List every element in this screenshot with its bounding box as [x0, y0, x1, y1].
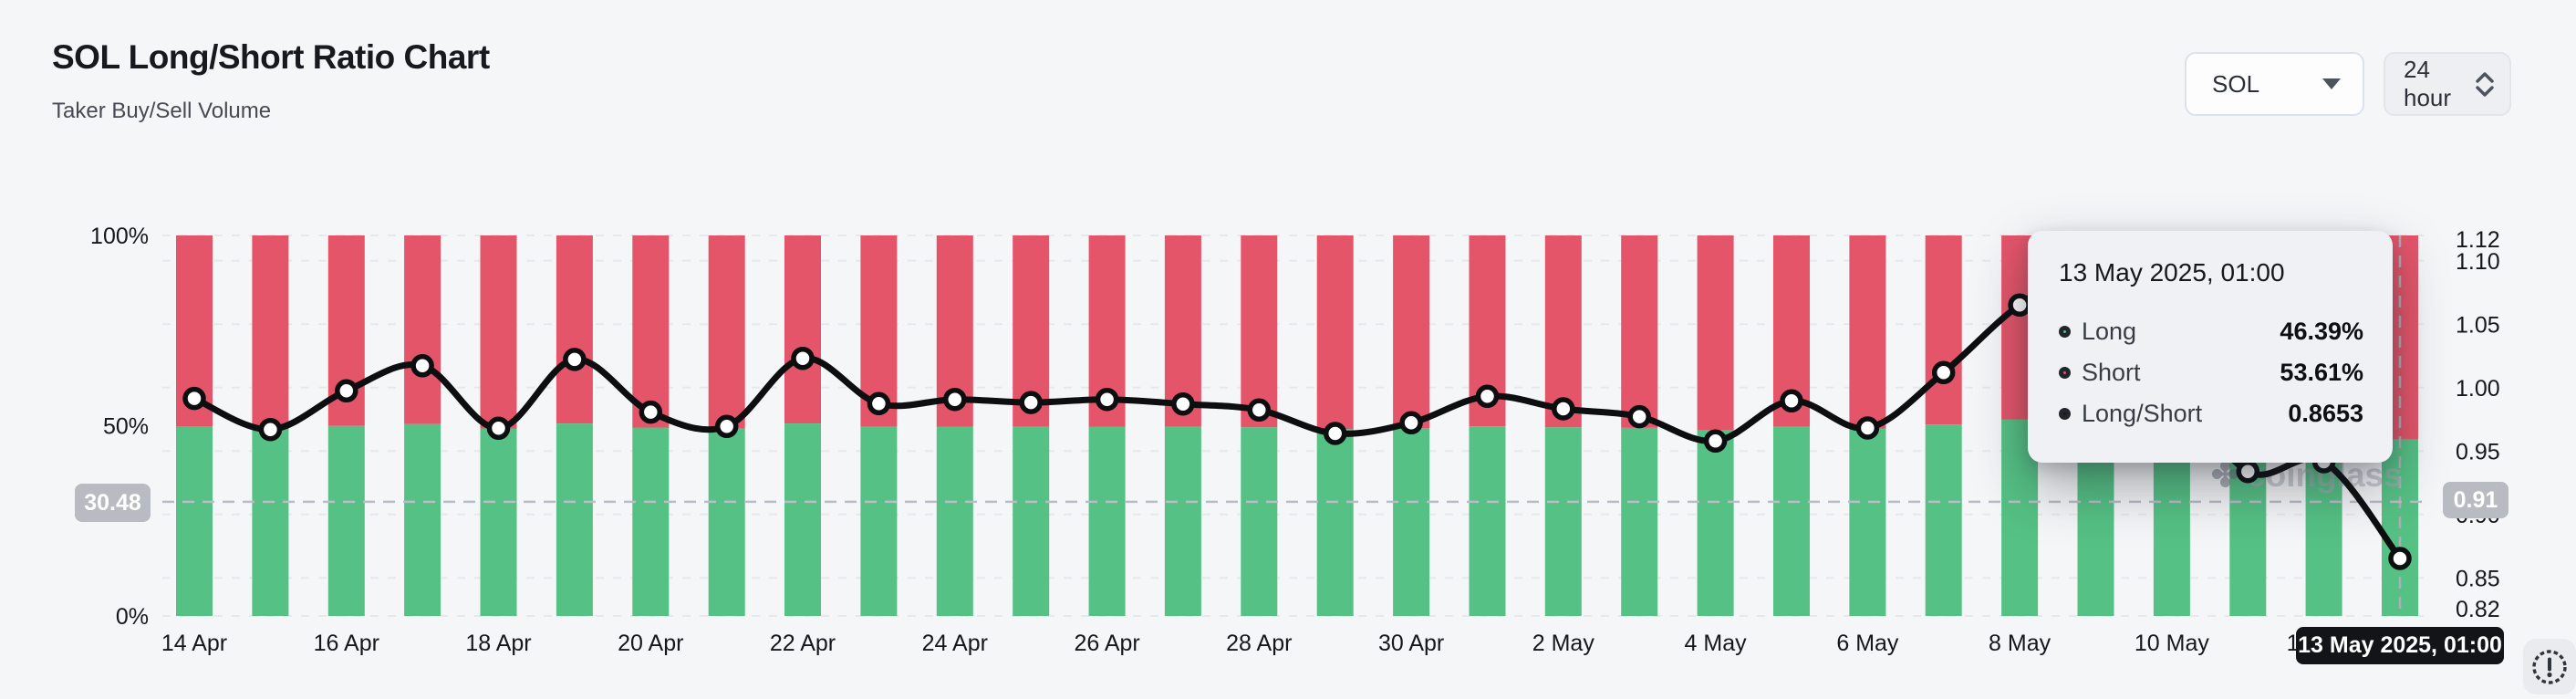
svg-text:0.85: 0.85: [2456, 566, 2500, 591]
svg-text:100%: 100%: [90, 224, 149, 249]
tooltip-ratio-value: 0.8653: [2288, 400, 2363, 427]
caret-down-icon: [2322, 78, 2341, 89]
svg-text:16 Apr: 16 Apr: [314, 631, 379, 656]
right-axis-crosshair-badge: 0.91: [2443, 482, 2508, 518]
tooltip-short-value: 53.61%: [2280, 359, 2363, 386]
svg-text:1.10: 1.10: [2456, 249, 2500, 275]
svg-text:26 Apr: 26 Apr: [1074, 631, 1139, 656]
symbol-select[interactable]: SOL: [2185, 52, 2364, 116]
tooltip-short-label: Short: [2082, 359, 2141, 386]
ratio-points: [182, 256, 2412, 570]
tooltip-row-long: Long 46.39%: [2059, 311, 2363, 352]
tooltip-date: 13 May 2025, 01:00: [2059, 258, 2285, 287]
interval-select[interactable]: 24 hour: [2384, 52, 2511, 116]
svg-text:6 May: 6 May: [1836, 631, 1899, 656]
left-axis-labels: 0% 50% 100%: [90, 224, 149, 630]
chart-tooltip: 13 May 2025, 01:00 Long 46.39% Short 53.…: [2028, 231, 2393, 463]
svg-text:0%: 0%: [116, 604, 149, 630]
tooltip-ratio-label: Long/Short: [2082, 400, 2203, 427]
svg-text:20 Apr: 20 Apr: [618, 631, 683, 656]
alert-badge-button[interactable]: [2523, 639, 2576, 694]
crosshair-date-label: 13 May 2025, 01:00: [2296, 627, 2504, 664]
page-subtitle: Taker Buy/Sell Volume: [52, 99, 272, 123]
svg-text:4 May: 4 May: [1685, 631, 1748, 656]
svg-text:1.12: 1.12: [2456, 227, 2500, 253]
tooltip-long-label: Long: [2082, 318, 2137, 345]
svg-text:1.05: 1.05: [2456, 312, 2500, 338]
svg-text:0.95: 0.95: [2456, 439, 2500, 464]
symbol-select-value: SOL: [2212, 69, 2260, 98]
tooltip-row-ratio: Long/Short 0.8653: [2059, 393, 2363, 434]
x-axis-labels: 14 Apr 16 Apr 18 Apr 20 Apr 22 Apr 24 Apr 26 A…: [161, 631, 2362, 656]
svg-text:2 May: 2 May: [1532, 631, 1595, 656]
svg-text:0.82: 0.82: [2456, 597, 2500, 622]
left-axis-crosshair-badge: 30.48: [75, 484, 151, 522]
svg-text:10 May: 10 May: [2135, 631, 2209, 656]
grid-layer: [162, 235, 2425, 617]
crosshair-lines: [162, 235, 2425, 616]
ratio-marker-icon: [2059, 408, 2071, 420]
chevron-up-down-icon: [2475, 71, 2495, 97]
svg-text:1.00: 1.00: [2456, 376, 2500, 402]
long-marker-icon: [2059, 326, 2071, 338]
tooltip-long-value: 46.39%: [2280, 318, 2363, 345]
svg-text:14 Apr: 14 Apr: [161, 631, 227, 656]
svg-text:8 May: 8 May: [1989, 631, 2051, 656]
bars-layer: [176, 235, 2418, 616]
svg-text:22 Apr: 22 Apr: [770, 631, 836, 656]
svg-text:28 Apr: 28 Apr: [1226, 631, 1292, 656]
interval-select-value: 24 hour: [2404, 56, 2452, 111]
svg-text:18 Apr: 18 Apr: [465, 631, 531, 656]
short-marker-icon: [2059, 367, 2071, 379]
svg-text:50%: 50%: [103, 414, 149, 440]
right-axis-labels: 0.820.850.900.951.001.051.101.12: [2456, 227, 2500, 622]
page-title: SOL Long/Short Ratio Chart: [52, 38, 490, 76]
svg-text:30 Apr: 30 Apr: [1378, 631, 1444, 656]
tooltip-row-short: Short 53.61%: [2059, 352, 2363, 393]
alert-badge-icon: [2532, 649, 2567, 684]
svg-text:24 Apr: 24 Apr: [922, 631, 988, 656]
